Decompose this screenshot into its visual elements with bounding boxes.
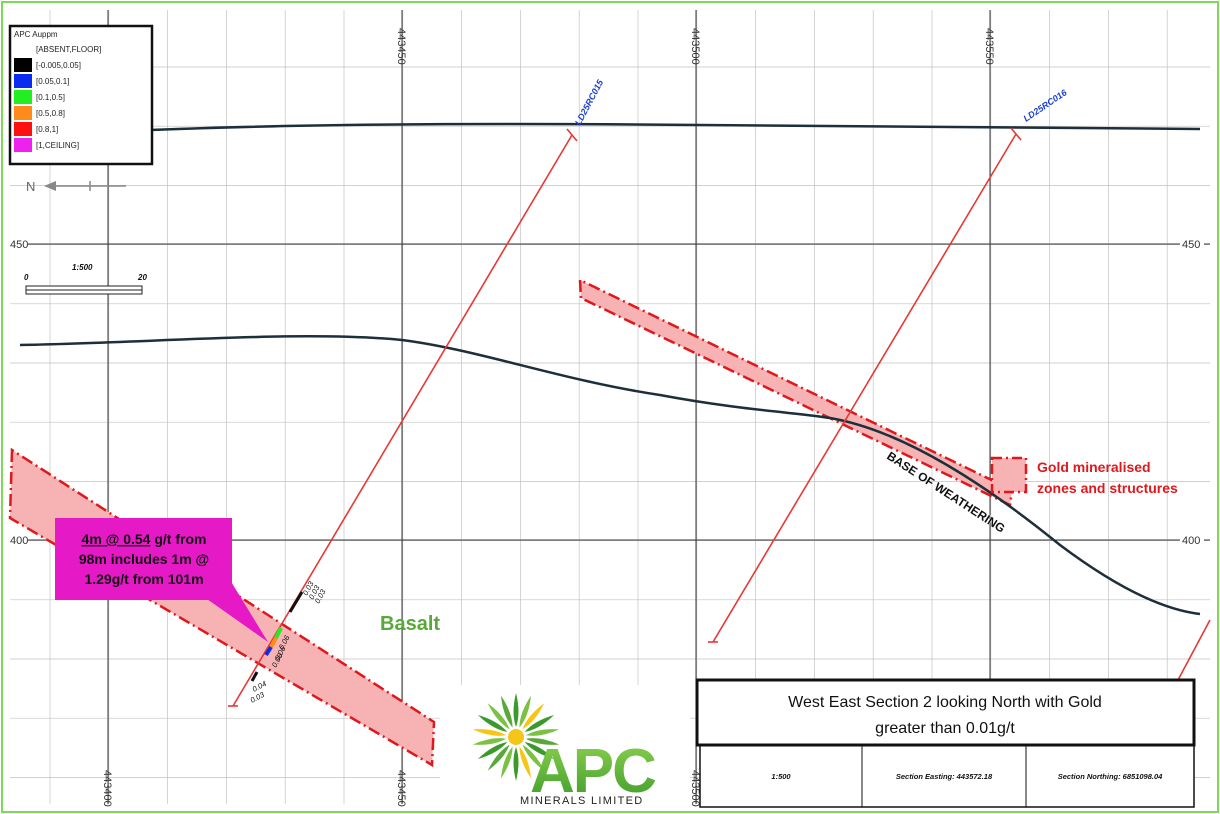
logo-subtitle: MINERALS LIMITED	[520, 795, 643, 807]
easting-top-1: 443450	[395, 28, 407, 65]
easting-bottom-1: 443400	[101, 770, 113, 807]
logo-petal	[524, 742, 555, 759]
rl-right-400: 400	[1182, 535, 1200, 547]
north-label: N	[26, 179, 35, 194]
callout-line1: 4m @ 0.54 g/t from	[82, 531, 207, 547]
logo-petal	[525, 729, 560, 736]
callout-line2: 98m includes 1m @	[79, 551, 209, 567]
title-block-northing: Section Northing: 6851098.04	[1058, 772, 1163, 781]
easting-bottom-2: 443450	[395, 770, 407, 807]
logo-petal	[513, 693, 519, 727]
title-block-scale: 1:500	[771, 772, 791, 781]
logo-petal	[477, 715, 508, 732]
logo-petal	[487, 744, 510, 771]
logo-petal	[472, 738, 507, 745]
legend-title: APC Auppm	[14, 30, 58, 39]
logo-petal	[522, 703, 545, 730]
scale-ratio: 1:500	[72, 263, 93, 272]
logo-name: APC	[530, 737, 656, 806]
logo-petal	[500, 746, 513, 779]
legend-swatch	[14, 58, 32, 72]
logo-petal	[522, 744, 545, 771]
easting-top-2: 443500	[689, 28, 701, 65]
legend-label: [0.05,0.1]	[36, 77, 69, 86]
north-arrow: N	[26, 179, 126, 194]
logo-petal	[519, 746, 532, 779]
legend-swatch	[14, 138, 32, 152]
base-of-weathering-line	[19, 335, 1201, 616]
easting-labels-bottom: 443400 443450 443500	[101, 770, 701, 807]
logo-petal	[487, 703, 510, 730]
logo-petal	[472, 729, 507, 736]
section-title-line2: greater than 0.01g/t	[875, 720, 1015, 737]
legend-swatch	[14, 106, 32, 120]
logo-petal	[500, 695, 513, 728]
easting-labels-top: 443450 443500 443550	[395, 28, 995, 65]
callout-line3: 1.29g/t from 101m	[84, 571, 203, 587]
mineral-zone-legend-line1: Gold mineralised	[1037, 459, 1151, 475]
title-block: 1:500 Section Easting: 443572.18 Section…	[695, 678, 1196, 808]
logo-petal	[513, 747, 519, 781]
section-title-line1: West East Section 2 looking North with G…	[788, 694, 1102, 711]
legend-swatch	[14, 90, 32, 104]
legend-swatch	[14, 122, 32, 136]
drillhole-partial-right	[1177, 619, 1211, 681]
legend-label: [0.5,0.8]	[36, 109, 65, 118]
apc-logo: APC MINERALS LIMITED	[472, 693, 658, 807]
easting-top-3: 443550	[983, 28, 995, 65]
easting-bottom-3: 443500	[689, 770, 701, 807]
legend-swatch	[14, 74, 32, 88]
scale-bar: 1:500 0 20	[24, 263, 147, 295]
major-gridlines	[10, 10, 1210, 804]
scale-start: 0	[24, 273, 29, 282]
logo-petal	[524, 715, 555, 732]
legend-swatch	[14, 42, 32, 56]
mineral-zone-legend-line2: zones and structures	[1037, 480, 1178, 496]
logo-petal	[525, 738, 560, 745]
topography-surface	[149, 122, 1201, 132]
logo-petal	[477, 742, 508, 759]
sunburst-icon	[472, 693, 560, 781]
logo-backdrop	[440, 685, 690, 807]
title-block-easting: Section Easting: 443572.18	[896, 772, 993, 781]
sun-center-icon	[508, 729, 524, 745]
rl-left-400: 400	[10, 535, 28, 547]
mineral-zone-legend-swatch	[990, 456, 1028, 494]
legend-label: [0.1,0.5]	[36, 93, 65, 102]
lithology-label: Basalt	[380, 613, 440, 635]
scale-end: 20	[137, 273, 147, 282]
legend-label: [-0.005,0.05]	[36, 61, 81, 70]
grade-legend: APC Auppm [ABSENT,FLOOR] [-0.005,0.05] [0.…	[8, 24, 154, 166]
legend-label: [0.8,1]	[36, 125, 58, 134]
north-arrow-icon	[44, 181, 56, 191]
rl-left-450: 450	[10, 239, 28, 251]
legend-label: [ABSENT,FLOOR]	[36, 45, 101, 54]
legend-label: [1,CEILING]	[36, 141, 79, 150]
rl-right-450: 450	[1182, 239, 1200, 251]
logo-petal	[519, 695, 532, 728]
callout-box	[55, 518, 232, 600]
